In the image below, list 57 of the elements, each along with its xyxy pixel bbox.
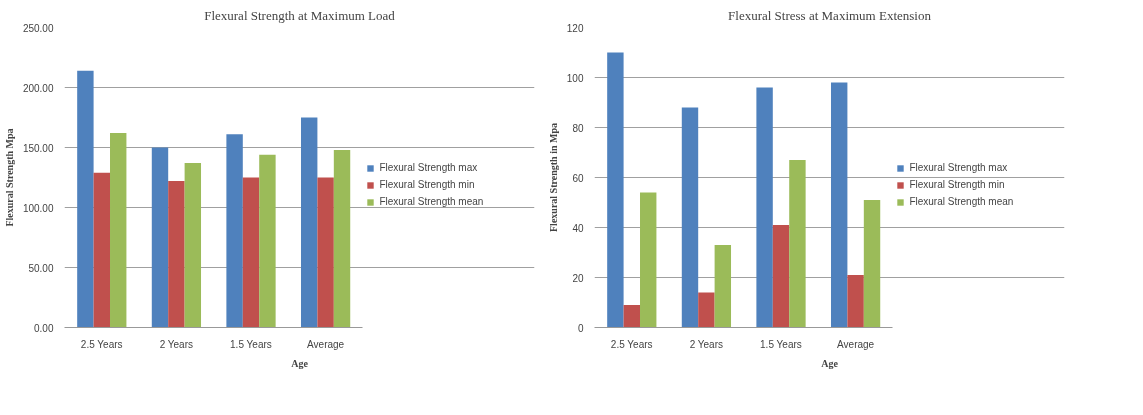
legend-label: Flexural Strength mean (909, 196, 1014, 207)
y-tick-label: 100.00 (22, 202, 54, 214)
legend-label: Flexural Strength min (379, 179, 475, 190)
y-tick-label: 20 (572, 272, 584, 284)
chart-title: Flexural Stress at Maximum Extension (728, 7, 932, 23)
bar (259, 154, 276, 328)
x-tick-label: 2.5 Years (610, 338, 653, 350)
x-tick-label: 2 Years (689, 338, 724, 350)
bar (714, 245, 732, 328)
bar (789, 160, 806, 328)
y-tick-label: 60 (572, 172, 584, 184)
bar (640, 192, 657, 328)
y-tick-label: 40 (572, 222, 584, 234)
x-tick-label: 2 Years (159, 338, 194, 350)
x-axis-title: Age (821, 357, 839, 369)
legend-label: Flexural Strength mean (379, 196, 484, 207)
y-tick-label: 80 (572, 122, 584, 134)
bar (681, 107, 699, 328)
x-tick-label: Average (307, 338, 345, 350)
bar (77, 70, 94, 328)
legend-label: Flexural Strength min (909, 179, 1005, 190)
bar (847, 275, 864, 328)
y-axis-title: Flexural Strength in Mpa (547, 123, 559, 232)
bar (242, 177, 260, 328)
bar (226, 134, 243, 328)
bar (830, 82, 848, 328)
y-tick-label: 250.00 (22, 22, 54, 34)
bar (863, 200, 881, 328)
bar (756, 87, 773, 328)
x-axis-title: Age (291, 357, 309, 369)
bar (698, 292, 715, 328)
bar (184, 163, 202, 328)
y-tick-label: 0 (577, 322, 584, 334)
x-tick-label: Average (837, 338, 875, 350)
y-tick-label: 50.00 (28, 262, 54, 274)
y-axis-title: Flexural Strength Mpa (3, 128, 15, 227)
bar (151, 147, 169, 328)
bar (168, 181, 185, 328)
bar (317, 177, 334, 328)
legend-label: Flexural Strength max (909, 162, 1008, 173)
y-tick-label: 150.00 (22, 142, 54, 154)
bar (333, 149, 351, 328)
bar (110, 133, 127, 328)
y-tick-label: 200.00 (22, 82, 54, 94)
bar (623, 305, 641, 328)
legend-label: Flexural Strength max (379, 162, 478, 173)
bar (607, 52, 624, 328)
y-tick-label: 0.00 (34, 322, 54, 334)
y-tick-label: 100 (566, 72, 584, 84)
x-tick-label: 1.5 Years (230, 338, 272, 350)
x-tick-label: 2.5 Years (80, 338, 123, 350)
chart-title: Flexural Strength at Maximum Load (204, 7, 396, 23)
bar (93, 172, 111, 328)
bar (300, 117, 318, 328)
x-tick-label: 1.5 Years (760, 338, 802, 350)
y-tick-label: 120 (566, 22, 584, 34)
bar (772, 225, 790, 328)
